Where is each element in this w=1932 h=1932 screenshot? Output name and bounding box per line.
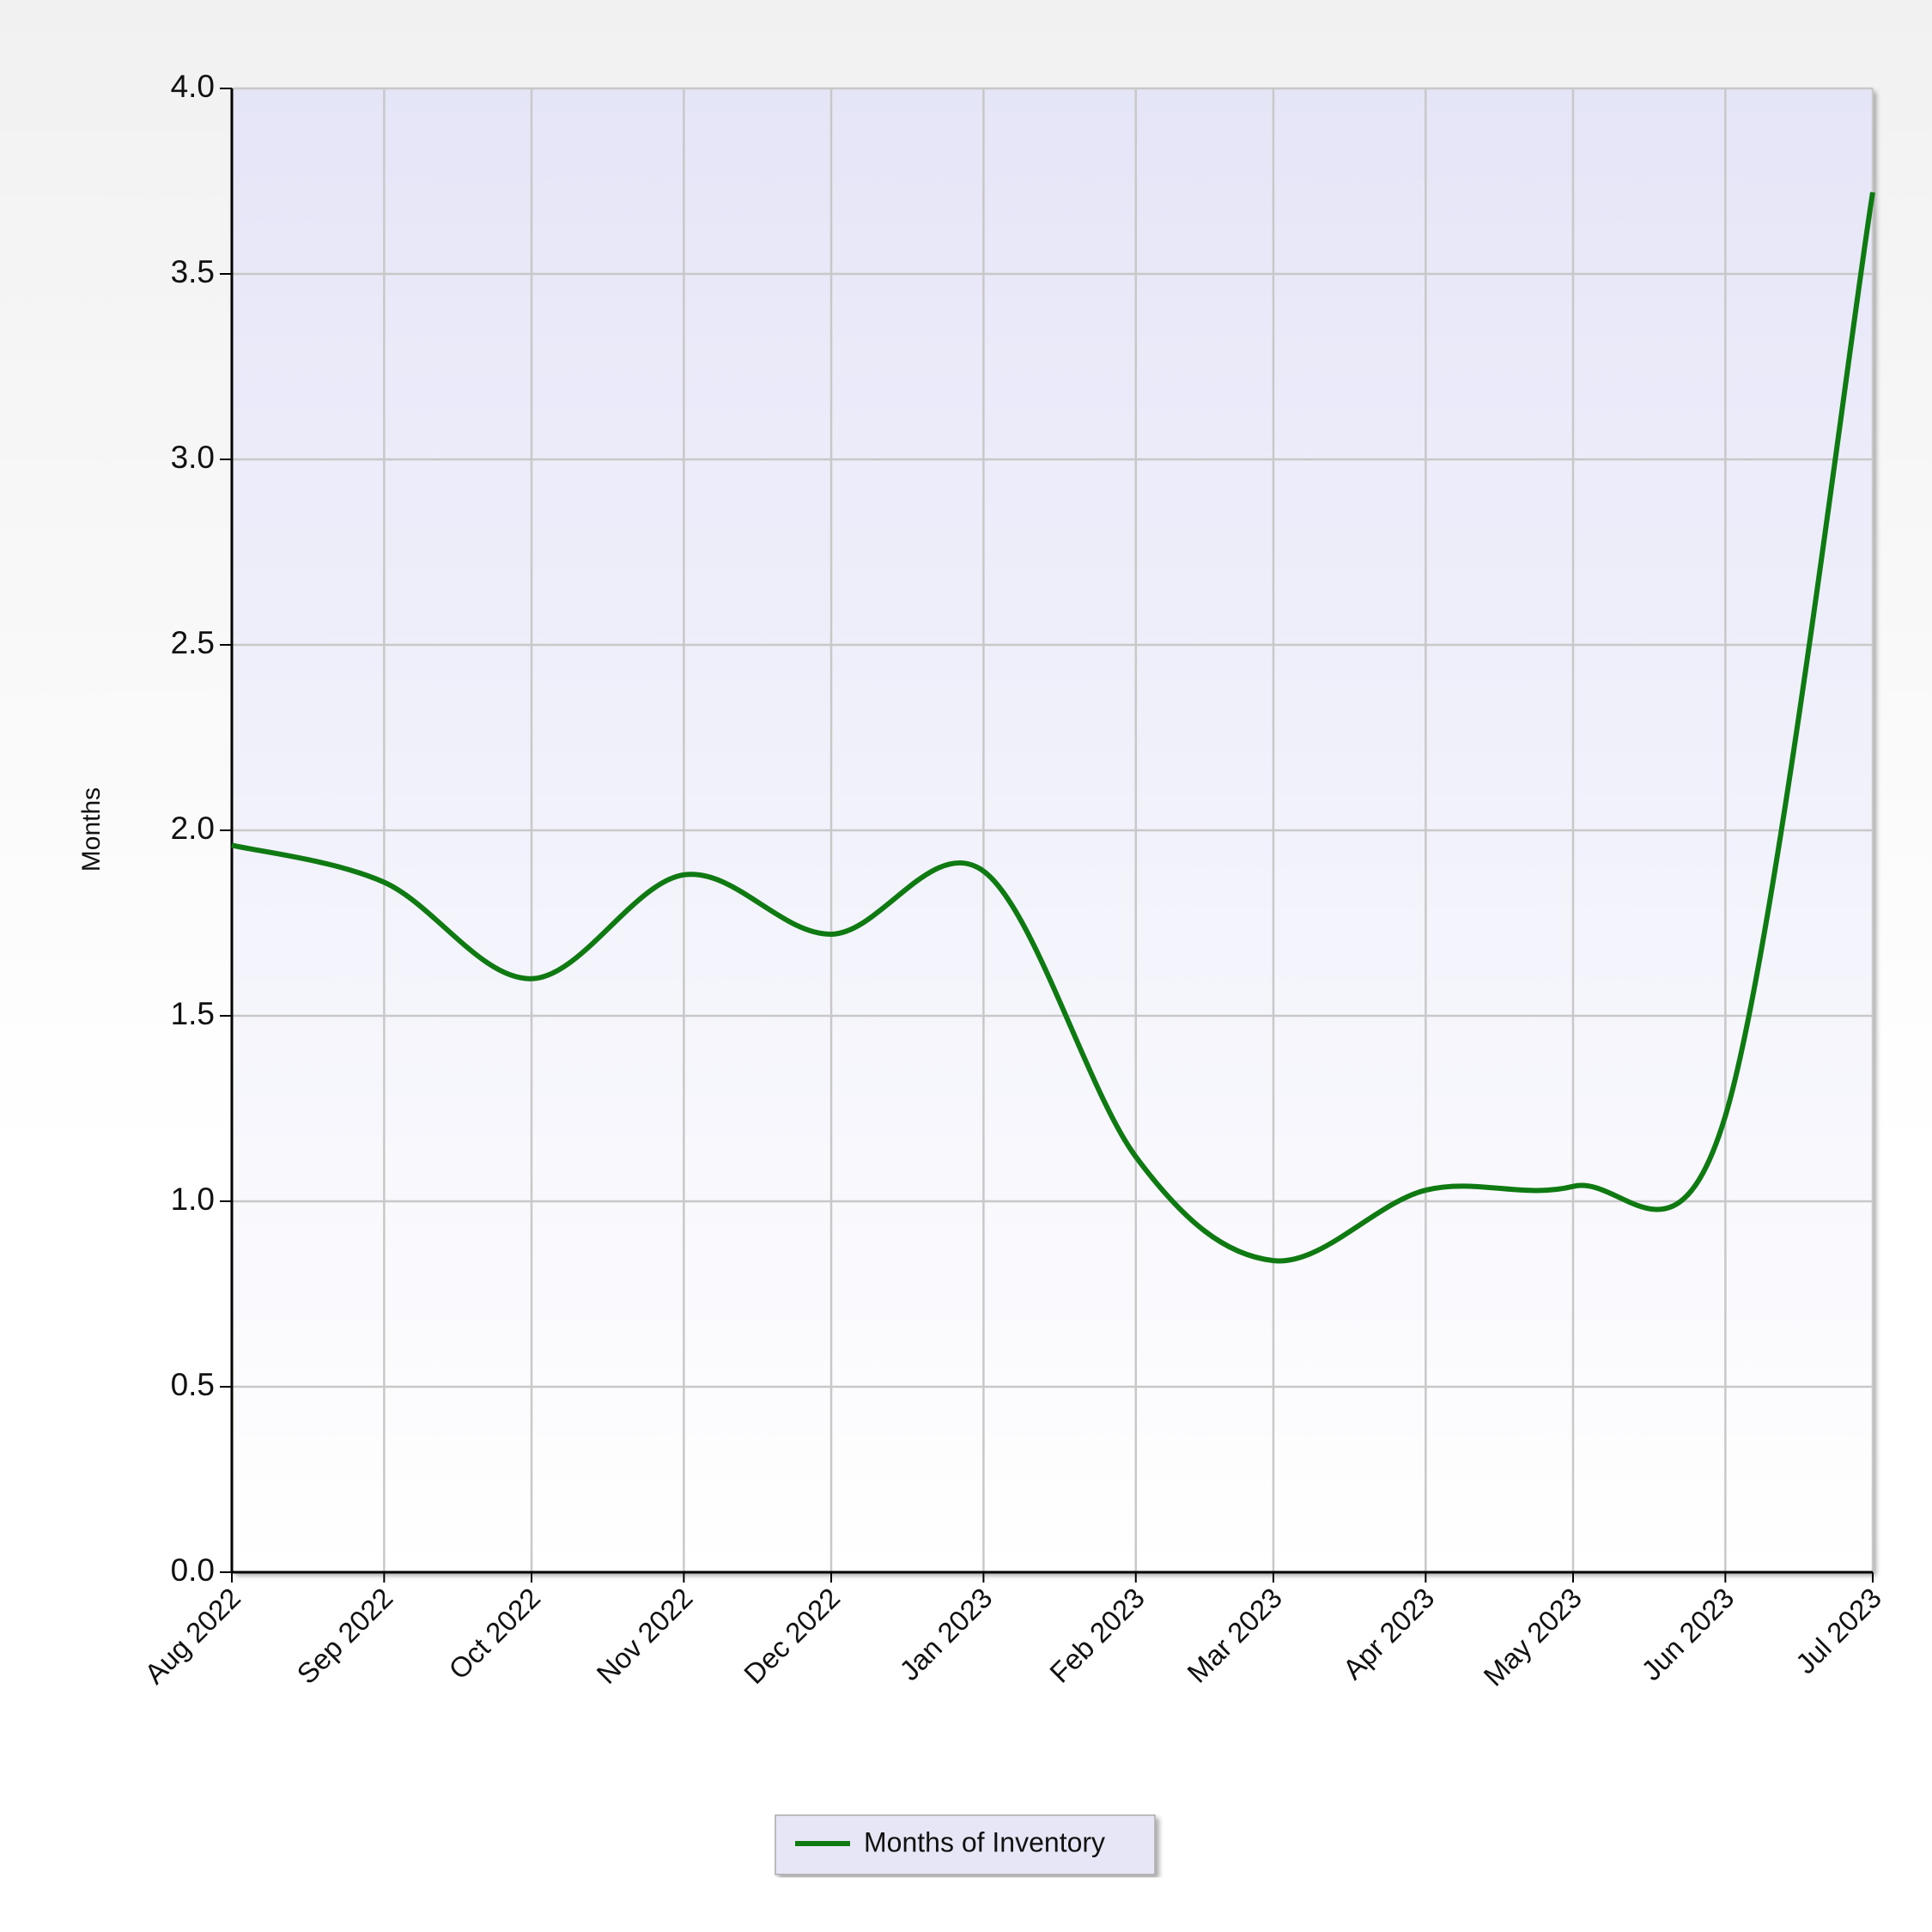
x-tick-label: Feb 2023 <box>1043 1582 1151 1689</box>
x-tick-label: Dec 2022 <box>738 1582 846 1690</box>
legend: Months of Inventory <box>775 1814 1156 1875</box>
legend-label: Months of Inventory <box>864 1826 1105 1857</box>
x-tick-label: Nov 2022 <box>590 1582 698 1690</box>
x-tick-label: Apr 2023 <box>1337 1582 1441 1686</box>
x-tick-label: Jan 2023 <box>893 1582 998 1686</box>
y-axis-label: Months <box>77 787 106 872</box>
x-tick-label: Mar 2023 <box>1181 1582 1288 1689</box>
y-tick-label: 4.0 <box>171 69 215 104</box>
y-tick-label: 1.5 <box>171 996 215 1031</box>
x-tick-label: Oct 2022 <box>442 1582 546 1686</box>
series-line <box>231 191 1875 1264</box>
y-tick-label: 2.0 <box>171 811 215 846</box>
y-tick-label: 3.0 <box>171 440 215 475</box>
y-tick-label: 1.0 <box>171 1182 215 1217</box>
x-tick-label: Aug 2022 <box>138 1582 246 1690</box>
x-tick-label: Jul 2023 <box>1789 1582 1887 1680</box>
y-tick-label: 2.5 <box>171 625 215 660</box>
x-tick-label: Jun 2023 <box>1635 1582 1740 1686</box>
y-tick-label: 3.5 <box>171 254 215 289</box>
x-tick-label: May 2023 <box>1477 1582 1588 1692</box>
y-tick-label: 0.0 <box>171 1552 215 1588</box>
x-tick-label: Sep 2022 <box>290 1582 398 1690</box>
y-tick-label: 0.5 <box>171 1367 215 1402</box>
